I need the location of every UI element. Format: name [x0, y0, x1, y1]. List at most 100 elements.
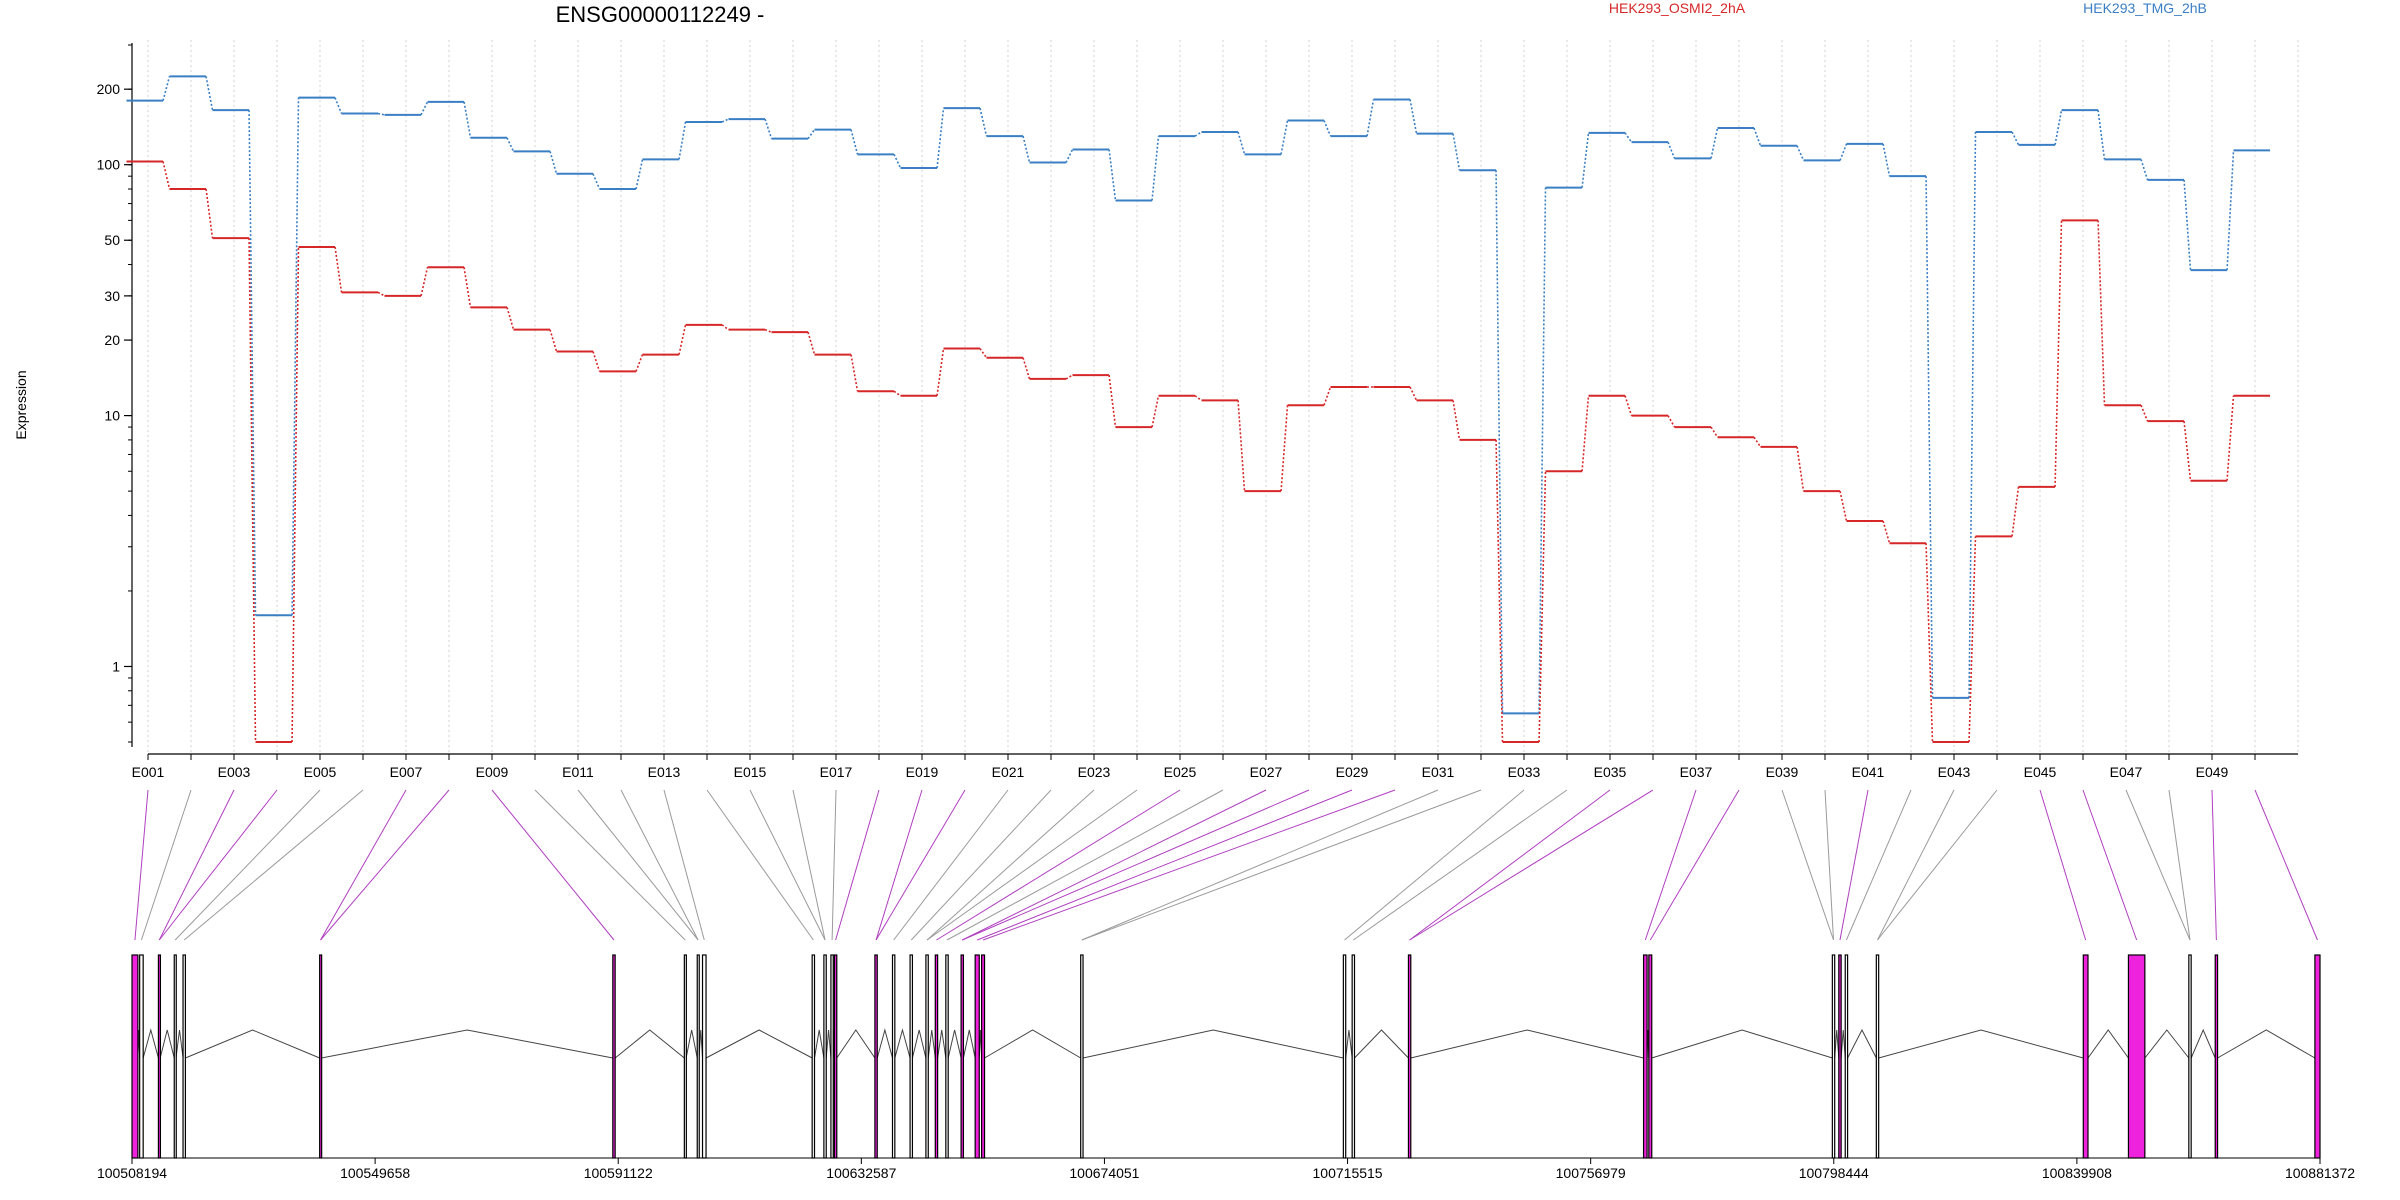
connector-line: [140, 789, 192, 941]
series-connector: [1710, 426, 1719, 438]
intron-line: [825, 1029, 832, 1059]
exon-block: [823, 954, 827, 1159]
x-tick-label: E013: [648, 764, 681, 780]
series-connector: [1323, 386, 1332, 406]
series-connector: [721, 324, 729, 331]
series-connector: [162, 161, 171, 190]
series-connector: [1280, 405, 1289, 492]
exon-block: [1642, 954, 1648, 1159]
series-connector: [2183, 179, 2192, 271]
series-connector: [1925, 176, 1934, 698]
exon-block: [2188, 954, 2192, 1159]
x-tick-label: E047: [2110, 764, 2143, 780]
exon-block: [701, 954, 707, 1159]
exon-block: [925, 954, 929, 1159]
intron-line: [142, 1028, 159, 1059]
series-connector: [2226, 150, 2235, 271]
series-connector: [1194, 395, 1202, 402]
intron-line: [911, 1029, 927, 1059]
series-connector: [764, 118, 773, 139]
exon-axis-ticks: E001 E003 E005 E007 E009 E011 E013 E015 E017 E019…: [132, 754, 2256, 780]
series-connector: [1882, 143, 1891, 177]
intron-line: [1651, 1029, 1833, 1059]
genomic-coordinate-ticks: 100508194 100549658 100591122 100632587 1006…: [97, 1158, 2355, 1181]
series-connector: [850, 354, 859, 392]
exon-block: [891, 954, 896, 1159]
x-tick-label: E011: [562, 764, 594, 780]
intron-line: [984, 1029, 1081, 1059]
genomic-tick-label: 100715515: [1313, 1165, 1383, 1181]
series-connector: [334, 97, 343, 114]
intron-line: [1082, 1029, 1344, 1059]
series-connector: [334, 246, 343, 293]
connector-line: [875, 789, 923, 941]
exon-block: [1838, 954, 1842, 1159]
x-tick-label: E037: [1680, 764, 1713, 780]
legend-entry-tmg: HEK293_TMG_2hB: [2083, 0, 2207, 16]
series-connector: [807, 129, 816, 140]
exon-block: [1844, 954, 1849, 1159]
series-connector: [248, 238, 257, 743]
intron-line: [2190, 1028, 2216, 1059]
x-tick-label: E043: [1938, 764, 1971, 780]
connector-line: [792, 789, 826, 941]
x-tick-label: E007: [390, 764, 423, 780]
series-connector: [1581, 395, 1590, 472]
x-tick-label: E033: [1508, 764, 1541, 780]
intron-line: [2087, 1029, 2129, 1059]
connector-line: [320, 789, 450, 941]
series-connector: [506, 137, 515, 152]
series-connector: [807, 331, 816, 355]
series-connector: [893, 153, 902, 169]
intron-line: [1354, 1029, 1409, 1059]
series-HEK293_TMG_2hB: [126, 75, 2271, 715]
series-connector: [1495, 170, 1504, 714]
connector-line: [158, 789, 235, 941]
series-connector: [1925, 543, 1934, 743]
exon-block: [1875, 954, 1880, 1159]
connector-line: [183, 789, 364, 941]
series-connector: [205, 188, 214, 239]
connector-line: [2168, 789, 2191, 941]
series-connector: [1237, 131, 1246, 155]
connector-line: [2039, 789, 2087, 941]
series-connector: [291, 246, 300, 743]
series-connector: [1452, 133, 1461, 171]
exon-block: [909, 954, 914, 1159]
connector-line: [962, 789, 1310, 941]
intron-line: [685, 1029, 698, 1059]
exon-block: [173, 954, 177, 1159]
series-connector: [936, 348, 945, 396]
series-connector: [592, 173, 601, 190]
y-axis-ticks: 1 10 20 30 50 100 200: [97, 44, 132, 743]
series-connector: [592, 351, 601, 372]
intron-line: [614, 1029, 685, 1059]
series-connector: [2054, 220, 2063, 487]
series-connector: [979, 107, 988, 137]
exon-block: [683, 954, 687, 1159]
x-tick-label: E035: [1594, 764, 1627, 780]
series-connector: [721, 118, 729, 123]
exon-block: [157, 954, 162, 1159]
chart-title: ENSG00000112249 -: [556, 2, 765, 27]
y-tick-label: 1: [112, 658, 120, 674]
connector-line: [2211, 789, 2217, 941]
x-tick-label: E031: [1422, 764, 1455, 780]
exon-block: [945, 954, 949, 1159]
genomic-tick-label: 100881372: [2285, 1165, 2355, 1181]
series-connector: [1839, 143, 1848, 161]
series-connector: [463, 101, 472, 138]
series-connector: [1710, 127, 1719, 159]
x-tick-label: E049: [2196, 764, 2229, 780]
x-tick-label: E027: [1250, 764, 1283, 780]
genomic-tick-label: 100549658: [340, 1165, 410, 1181]
exon-block: [811, 954, 816, 1159]
series-connector: [1753, 436, 1762, 448]
series-connector: [2183, 421, 2192, 481]
connector-line: [936, 789, 1181, 941]
series-connector: [2097, 110, 2106, 160]
y-tick-label: 50: [104, 232, 120, 248]
connector-line: [320, 789, 407, 941]
x-tick-label: E015: [734, 764, 767, 780]
series-connector: [1065, 149, 1074, 163]
